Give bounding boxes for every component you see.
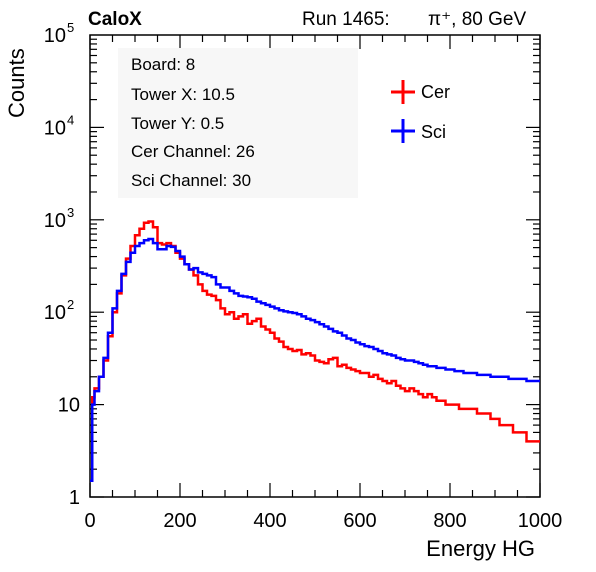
y-tick-label: 1 [69,487,80,509]
x-tick-label: 800 [433,510,466,532]
y-tick-label: 10 [44,210,66,232]
info-tower-y: Tower Y: 0.5 [131,114,224,133]
y-tick-label: 10 [44,302,66,324]
info-box: Board: 8 Tower X: 10.5 Tower Y: 0.5 Cer … [118,48,358,198]
x-tick-label: 1000 [518,510,563,532]
legend-label-cer: Cer [421,82,450,102]
info-tower-x: Tower X: 10.5 [131,85,235,104]
y-tick-label: 10 [44,117,66,139]
info-board: Board: 8 [131,55,195,74]
experiment-label: CaloX [88,9,142,30]
run-label: Run 1465: [302,9,390,30]
y-tick-exponent: 5 [67,20,74,35]
series-line-cer [90,220,540,482]
legend-label-sci: Sci [421,122,446,142]
legend-marker-cer [391,80,415,104]
series-line-sci [90,237,540,482]
y-tick-exponent: 4 [67,112,74,127]
legend-marker-sci [391,119,415,143]
y-tick-exponent: 3 [67,205,74,220]
x-tick-label: 600 [343,510,376,532]
y-axis-title: Counts [4,48,29,118]
series-layer [90,220,540,482]
x-tick-label: 200 [163,510,196,532]
y-tick-exponent: 2 [67,297,74,312]
beam-label: π⁺, 80 GeV [428,9,526,30]
x-axis-title: Energy HG [426,536,535,561]
legend: Cer Sci [391,80,450,143]
info-box-background [118,48,358,198]
x-axis-ticks: 0 200 400 600 800 1000 [84,35,562,532]
x-tick-label: 400 [253,510,286,532]
info-sci-channel: Sci Channel: 30 [131,171,251,190]
y-tick-label: 10 [58,395,80,417]
info-cer-channel: Cer Channel: 26 [131,142,255,161]
y-tick-label: 10 [44,25,66,47]
x-tick-label: 0 [84,510,95,532]
